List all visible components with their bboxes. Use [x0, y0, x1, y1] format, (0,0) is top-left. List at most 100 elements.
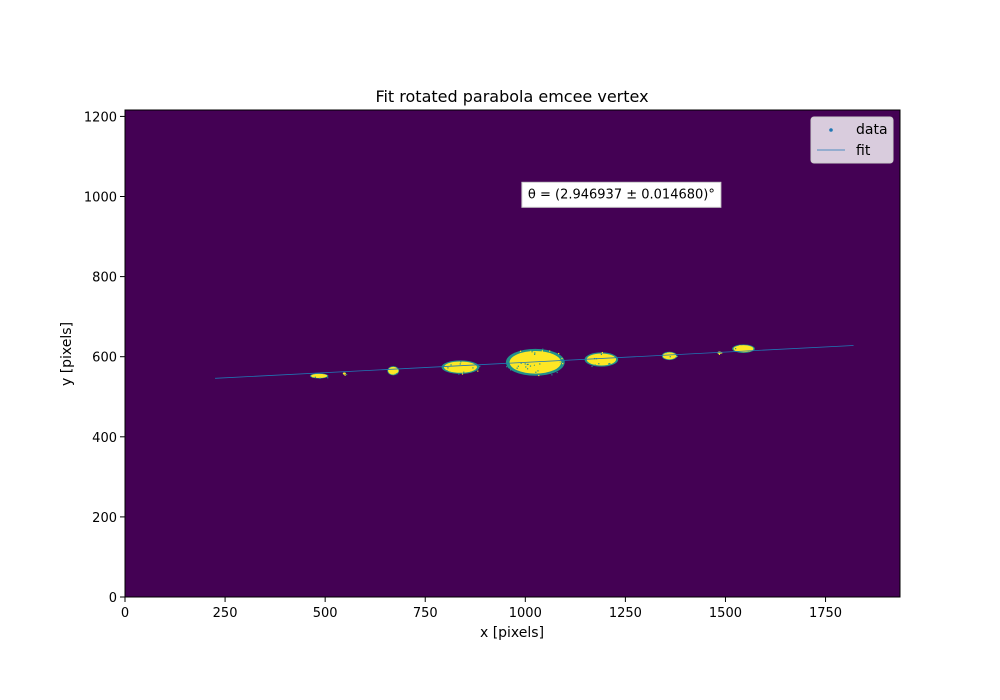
data-point — [520, 362, 522, 364]
data-point — [527, 363, 529, 365]
plot-frame — [124, 109, 901, 598]
data-point — [479, 365, 481, 367]
data-cluster-core — [733, 345, 754, 353]
data-point — [556, 359, 558, 361]
data-point — [594, 360, 596, 362]
data-point — [721, 352, 723, 354]
data-point — [535, 371, 537, 373]
data-point — [525, 366, 527, 368]
data-point — [528, 359, 531, 361]
data-point — [447, 367, 449, 369]
legend-fit-label: fit — [856, 143, 871, 159]
data-point — [609, 355, 611, 357]
data-point — [319, 377, 321, 379]
data-point — [553, 356, 556, 358]
data-point — [718, 353, 721, 355]
data-point — [669, 356, 671, 358]
data-point — [673, 357, 675, 359]
data-point — [519, 350, 522, 352]
x-tick-label: 1500 — [709, 606, 742, 621]
data-point — [608, 363, 610, 365]
y-axis-label: y [pixels] — [59, 322, 75, 386]
data-point — [609, 362, 611, 365]
x-tick-label: 250 — [213, 606, 238, 621]
plot-area — [125, 110, 900, 597]
data-point — [556, 371, 558, 374]
data-point — [553, 371, 555, 373]
data-point — [344, 373, 346, 375]
data-point — [528, 362, 530, 364]
data-cluster-1 — [309, 373, 329, 379]
data-point — [531, 351, 533, 353]
y-tick-label: 800 — [92, 271, 117, 286]
data-cluster-4 — [441, 360, 481, 375]
data-point — [591, 365, 593, 368]
data-point — [454, 367, 456, 369]
data-point — [533, 364, 535, 366]
data-point — [510, 369, 512, 371]
annotation: θ = (2.946937 ± 0.014680)° — [521, 181, 722, 208]
data-point — [739, 345, 741, 347]
data-point — [555, 356, 557, 358]
data-point — [600, 353, 603, 356]
legend-data-marker — [829, 128, 833, 132]
y-tick-label: 400 — [92, 431, 117, 446]
data-cluster-core — [586, 353, 617, 366]
data-point — [527, 362, 529, 364]
data-cluster-core — [311, 373, 328, 379]
data-point — [675, 355, 677, 358]
data-point — [676, 355, 678, 357]
data-cluster-3 — [387, 366, 400, 376]
data-point — [538, 371, 540, 373]
data-cluster-2 — [342, 372, 348, 376]
data-point — [446, 370, 448, 372]
data-point — [549, 372, 552, 374]
data-point — [539, 363, 541, 365]
x-axis-ticks: 0 250 500 750 1000 1250 1500 1750 — [121, 597, 842, 621]
data-point — [609, 356, 611, 358]
data-point — [532, 364, 535, 366]
data-point — [542, 348, 544, 350]
data-point — [470, 363, 472, 365]
data-point — [477, 370, 479, 372]
y-tick-label: 600 — [92, 351, 117, 366]
data-point — [458, 373, 460, 375]
x-tick-label: 1250 — [609, 606, 642, 621]
data-point — [560, 361, 562, 363]
data-point — [537, 370, 539, 372]
x-tick-label: 0 — [121, 606, 129, 621]
x-axis-label: x [pixels] — [480, 625, 544, 641]
x-tick-label: 1750 — [809, 606, 842, 621]
data-point — [343, 373, 345, 375]
data-point — [471, 365, 473, 368]
data-point — [447, 368, 450, 370]
data-point — [541, 356, 543, 359]
data-point — [463, 371, 465, 373]
data-point — [614, 358, 616, 360]
data-cluster-core — [443, 361, 478, 373]
data-point — [345, 373, 348, 376]
data-point — [591, 355, 593, 357]
data-point — [508, 367, 510, 369]
data-point — [558, 352, 560, 355]
data-point — [344, 374, 346, 376]
data-point — [314, 376, 316, 378]
data-point — [311, 376, 314, 378]
data-point — [543, 366, 545, 369]
data-point — [534, 352, 536, 354]
data-point — [534, 353, 536, 355]
fit-line — [215, 345, 854, 379]
data-cluster-7 — [661, 351, 678, 361]
annotation-text: θ = (2.946937 ± 0.014680)° — [528, 187, 715, 202]
fit-line-group — [215, 345, 854, 379]
data-cluster-core — [509, 351, 562, 374]
data-point — [511, 358, 514, 360]
data-point — [538, 374, 540, 377]
chart-title: Fit rotated parabola emcee vertex — [375, 87, 648, 106]
data-point — [542, 364, 544, 366]
data-point — [456, 364, 458, 367]
x-tick-label: 1000 — [509, 606, 542, 621]
data-point — [551, 374, 553, 376]
data-point — [594, 354, 597, 357]
